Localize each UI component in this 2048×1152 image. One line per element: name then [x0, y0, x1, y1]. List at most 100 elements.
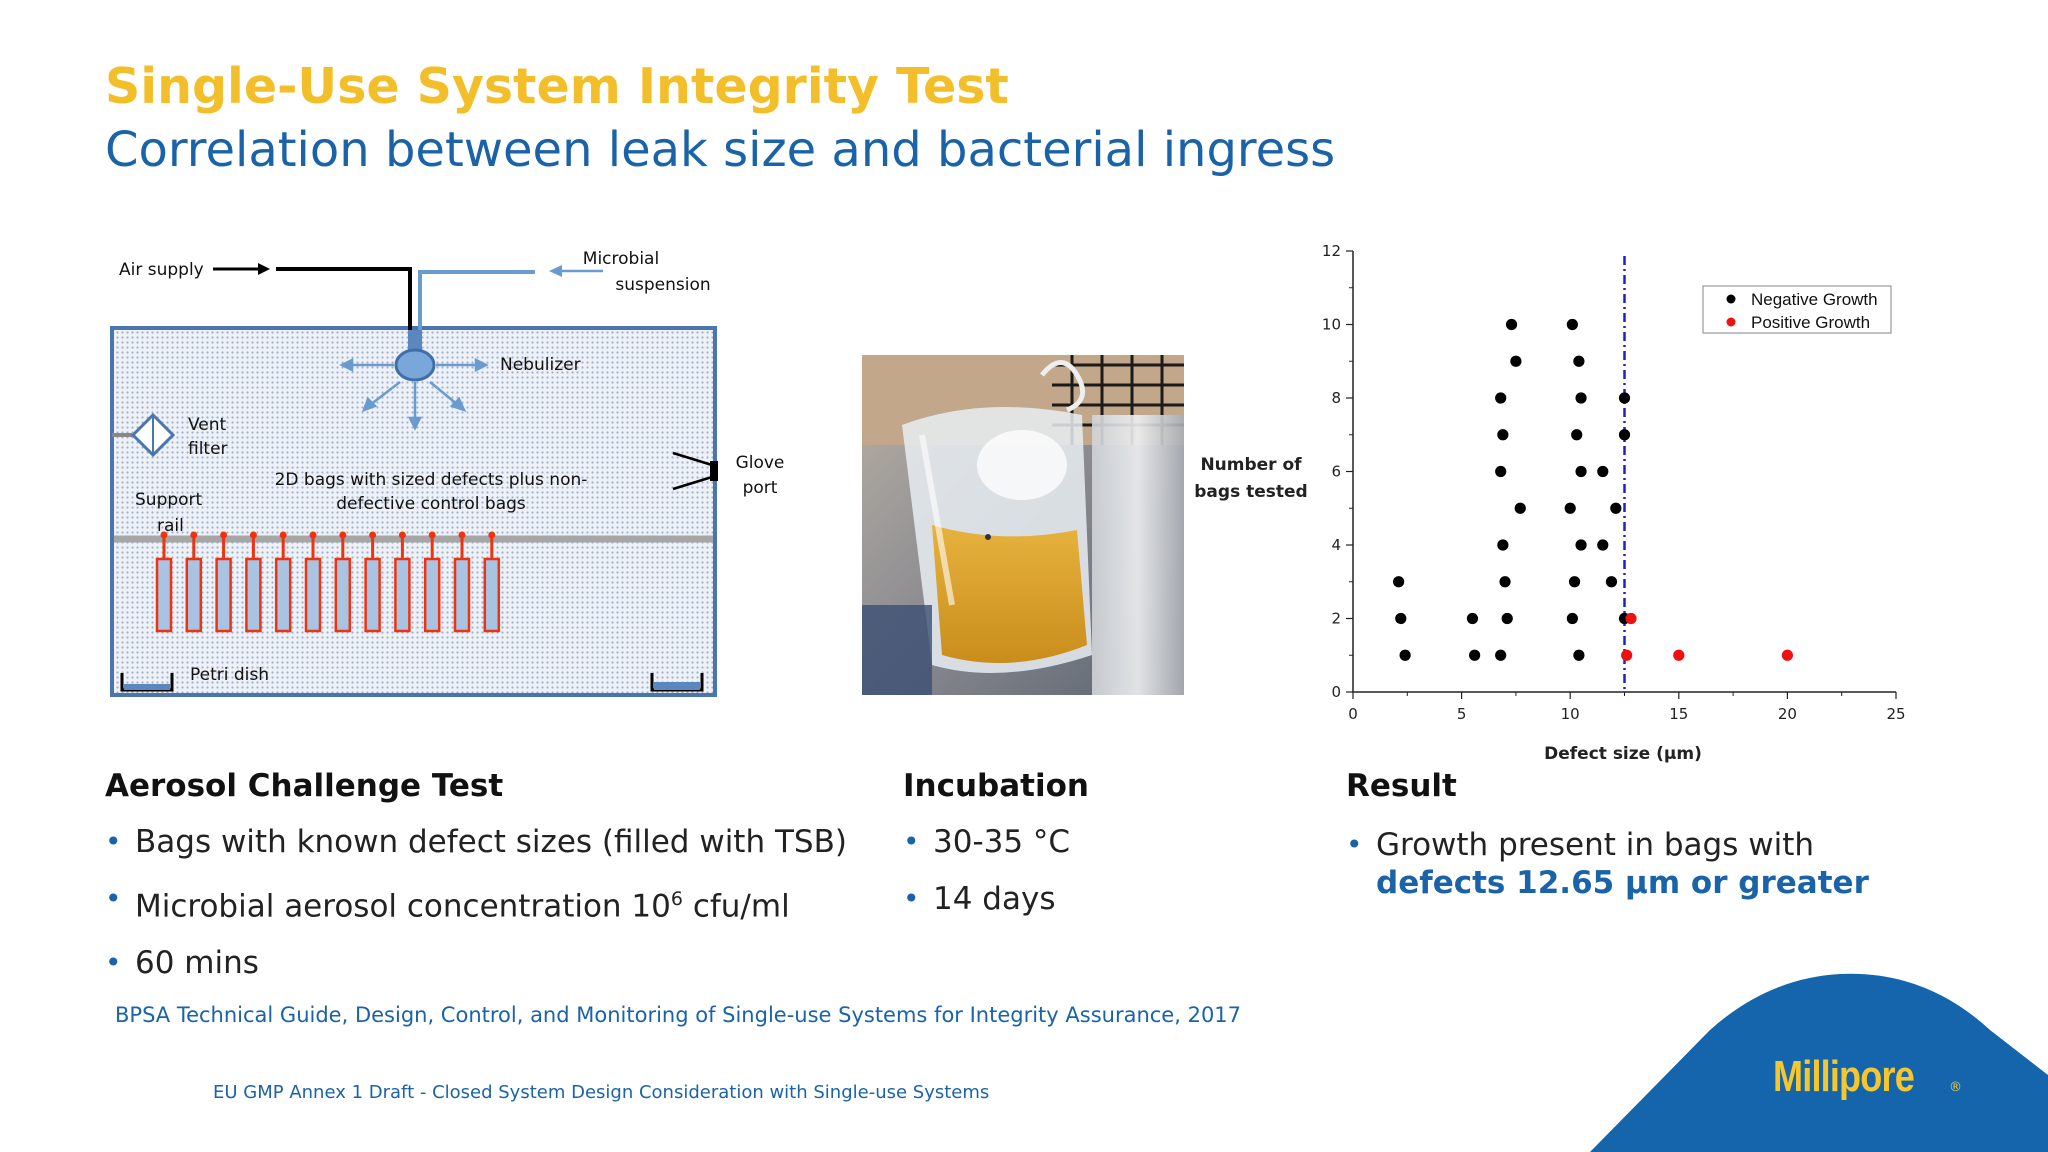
- point-negative-growth: [1618, 392, 1631, 404]
- bag-icon: [304, 531, 322, 633]
- chart-legend: Negative Growth Positive Growth: [1702, 285, 1892, 334]
- x-tick-label: 25: [1886, 705, 1905, 723]
- point-negative-growth: [1610, 502, 1622, 514]
- y-tick-label: 6: [1331, 463, 1341, 481]
- x-tick-label: 20: [1778, 705, 1797, 723]
- label-support: Support: [135, 490, 203, 510]
- slide-subtitle: Correlation between leak size and bacter…: [105, 122, 1336, 178]
- point-negative-growth: [1575, 539, 1587, 551]
- x-axis-title: Defect size (µm): [1544, 744, 1702, 764]
- incubation-bullets: 30-35 °C 14 days: [903, 826, 1233, 940]
- reference-eu-gmp: EU GMP Annex 1 Draft - Closed System Des…: [213, 1082, 990, 1103]
- aerosol-bullet-2: Microbial aerosol concentration 106 cfu/…: [105, 883, 865, 922]
- bag-icon: [155, 531, 173, 633]
- point-negative-growth: [1618, 429, 1631, 441]
- label-bags-2: defective control bags: [336, 494, 526, 514]
- bag-icon: [423, 531, 441, 633]
- legend-positive: Positive Growth: [1751, 313, 1870, 332]
- point-negative-growth: [1566, 612, 1578, 625]
- brand-registered-mark: ®: [1949, 1080, 1962, 1095]
- point-negative-growth: [1495, 392, 1507, 404]
- point-negative-growth: [1501, 612, 1513, 625]
- reference-bpsa: BPSA Technical Guide, Design, Control, a…: [115, 1003, 1242, 1027]
- point-negative-growth: [1573, 355, 1585, 367]
- bag-icon: [215, 531, 232, 633]
- label-petri-dish: Petri dish: [190, 665, 269, 685]
- point-negative-growth: [1399, 649, 1411, 661]
- label-bags-1: 2D bags with sized defects plus non-: [275, 470, 588, 490]
- point-negative-growth: [1605, 576, 1618, 588]
- point-negative-growth: [1566, 318, 1578, 331]
- point-negative-growth: [1597, 539, 1609, 551]
- point-negative-growth: [1575, 465, 1587, 478]
- brand-name: Millipore: [1773, 1052, 1915, 1101]
- label-filter: filter: [188, 439, 228, 459]
- point-positive-growth: [1781, 649, 1793, 661]
- label-air-supply: Air supply: [119, 260, 204, 280]
- bag-icon: [274, 531, 292, 633]
- suspension-arrow-icon: [549, 265, 562, 277]
- point-negative-growth: [1505, 318, 1518, 331]
- scatter-chart: 0 5 10 15 20 25 0 2 4 6 8 10 12 Number of bags teste…: [1194, 242, 1905, 764]
- bag-icon: [364, 531, 381, 633]
- label-port: port: [743, 478, 778, 498]
- point-negative-growth: [1571, 429, 1583, 441]
- aerosol-bullet-3: 60 mins: [105, 947, 865, 979]
- label-suspension: suspension: [615, 275, 710, 295]
- incubation-heading: Incubation: [903, 768, 1089, 804]
- aerosol-bullet-1: Bags with known defect sizes (filled wit…: [105, 826, 865, 858]
- x-tick-label: 5: [1457, 705, 1467, 723]
- point-negative-growth: [1597, 465, 1609, 478]
- legend-marker-negative: [1726, 294, 1736, 304]
- point-negative-growth: [1395, 612, 1407, 625]
- label-glove: Glove: [736, 453, 785, 473]
- label-microbial: Microbial: [583, 249, 659, 269]
- result-heading: Result: [1346, 768, 1457, 804]
- bag-icon: [394, 531, 411, 633]
- bag-icon: [483, 531, 501, 633]
- label-nebulizer: Nebulizer: [500, 355, 581, 375]
- point-positive-growth: [1673, 649, 1685, 661]
- point-negative-growth: [1497, 539, 1509, 551]
- brand-logo: Millipore ®: [1773, 1052, 1962, 1102]
- spray-arrows-icon: [339, 357, 489, 431]
- point-negative-growth: [1573, 649, 1585, 661]
- chamber-diagram: Air supply Microbial suspension Nebulize…: [110, 249, 785, 697]
- bag-icon: [334, 531, 352, 633]
- y-tick-label: 8: [1331, 389, 1341, 407]
- x-tick-label: 0: [1348, 705, 1358, 723]
- point-negative-growth: [1514, 502, 1526, 514]
- point-negative-growth: [1466, 612, 1479, 625]
- brand-corner: [1590, 973, 2048, 1152]
- y-tick-label: 12: [1322, 242, 1341, 260]
- glove-port-icon: [710, 461, 718, 481]
- air-arrow-icon: [258, 263, 270, 275]
- legend-negative: Negative Growth: [1751, 290, 1878, 309]
- point-negative-growth: [1564, 502, 1576, 514]
- point-negative-growth: [1495, 649, 1507, 661]
- incubation-bullet-1: 30-35 °C: [903, 826, 1233, 858]
- y-tick-label: 2: [1331, 610, 1341, 628]
- bag-rack: [155, 531, 501, 633]
- point-negative-growth: [1510, 355, 1522, 367]
- point-negative-growth: [1568, 576, 1581, 588]
- point-positive-growth: [1625, 612, 1637, 625]
- aerosol-heading: Aerosol Challenge Test: [105, 768, 504, 804]
- y-axis-title-line1: Number of: [1200, 455, 1302, 475]
- bag-icon: [453, 531, 471, 633]
- result-highlight: defects 12.65 µm or greater: [1376, 865, 1869, 901]
- point-negative-growth: [1499, 576, 1511, 588]
- bag-icon: [245, 531, 262, 633]
- x-tick-label: 10: [1561, 705, 1580, 723]
- point-negative-growth: [1497, 429, 1509, 441]
- point-negative-growth: [1495, 465, 1507, 478]
- chamber-box: [110, 326, 717, 697]
- label-vent: Vent: [188, 415, 227, 435]
- y-tick-label: 0: [1331, 683, 1341, 701]
- y-axis-title-line2: bags tested: [1194, 482, 1307, 502]
- aerosol-bullets: Bags with known defect sizes (filled wit…: [105, 826, 865, 1004]
- y-tick-label: 4: [1331, 536, 1341, 554]
- slide-title: Single-Use System Integrity Test: [105, 58, 1009, 115]
